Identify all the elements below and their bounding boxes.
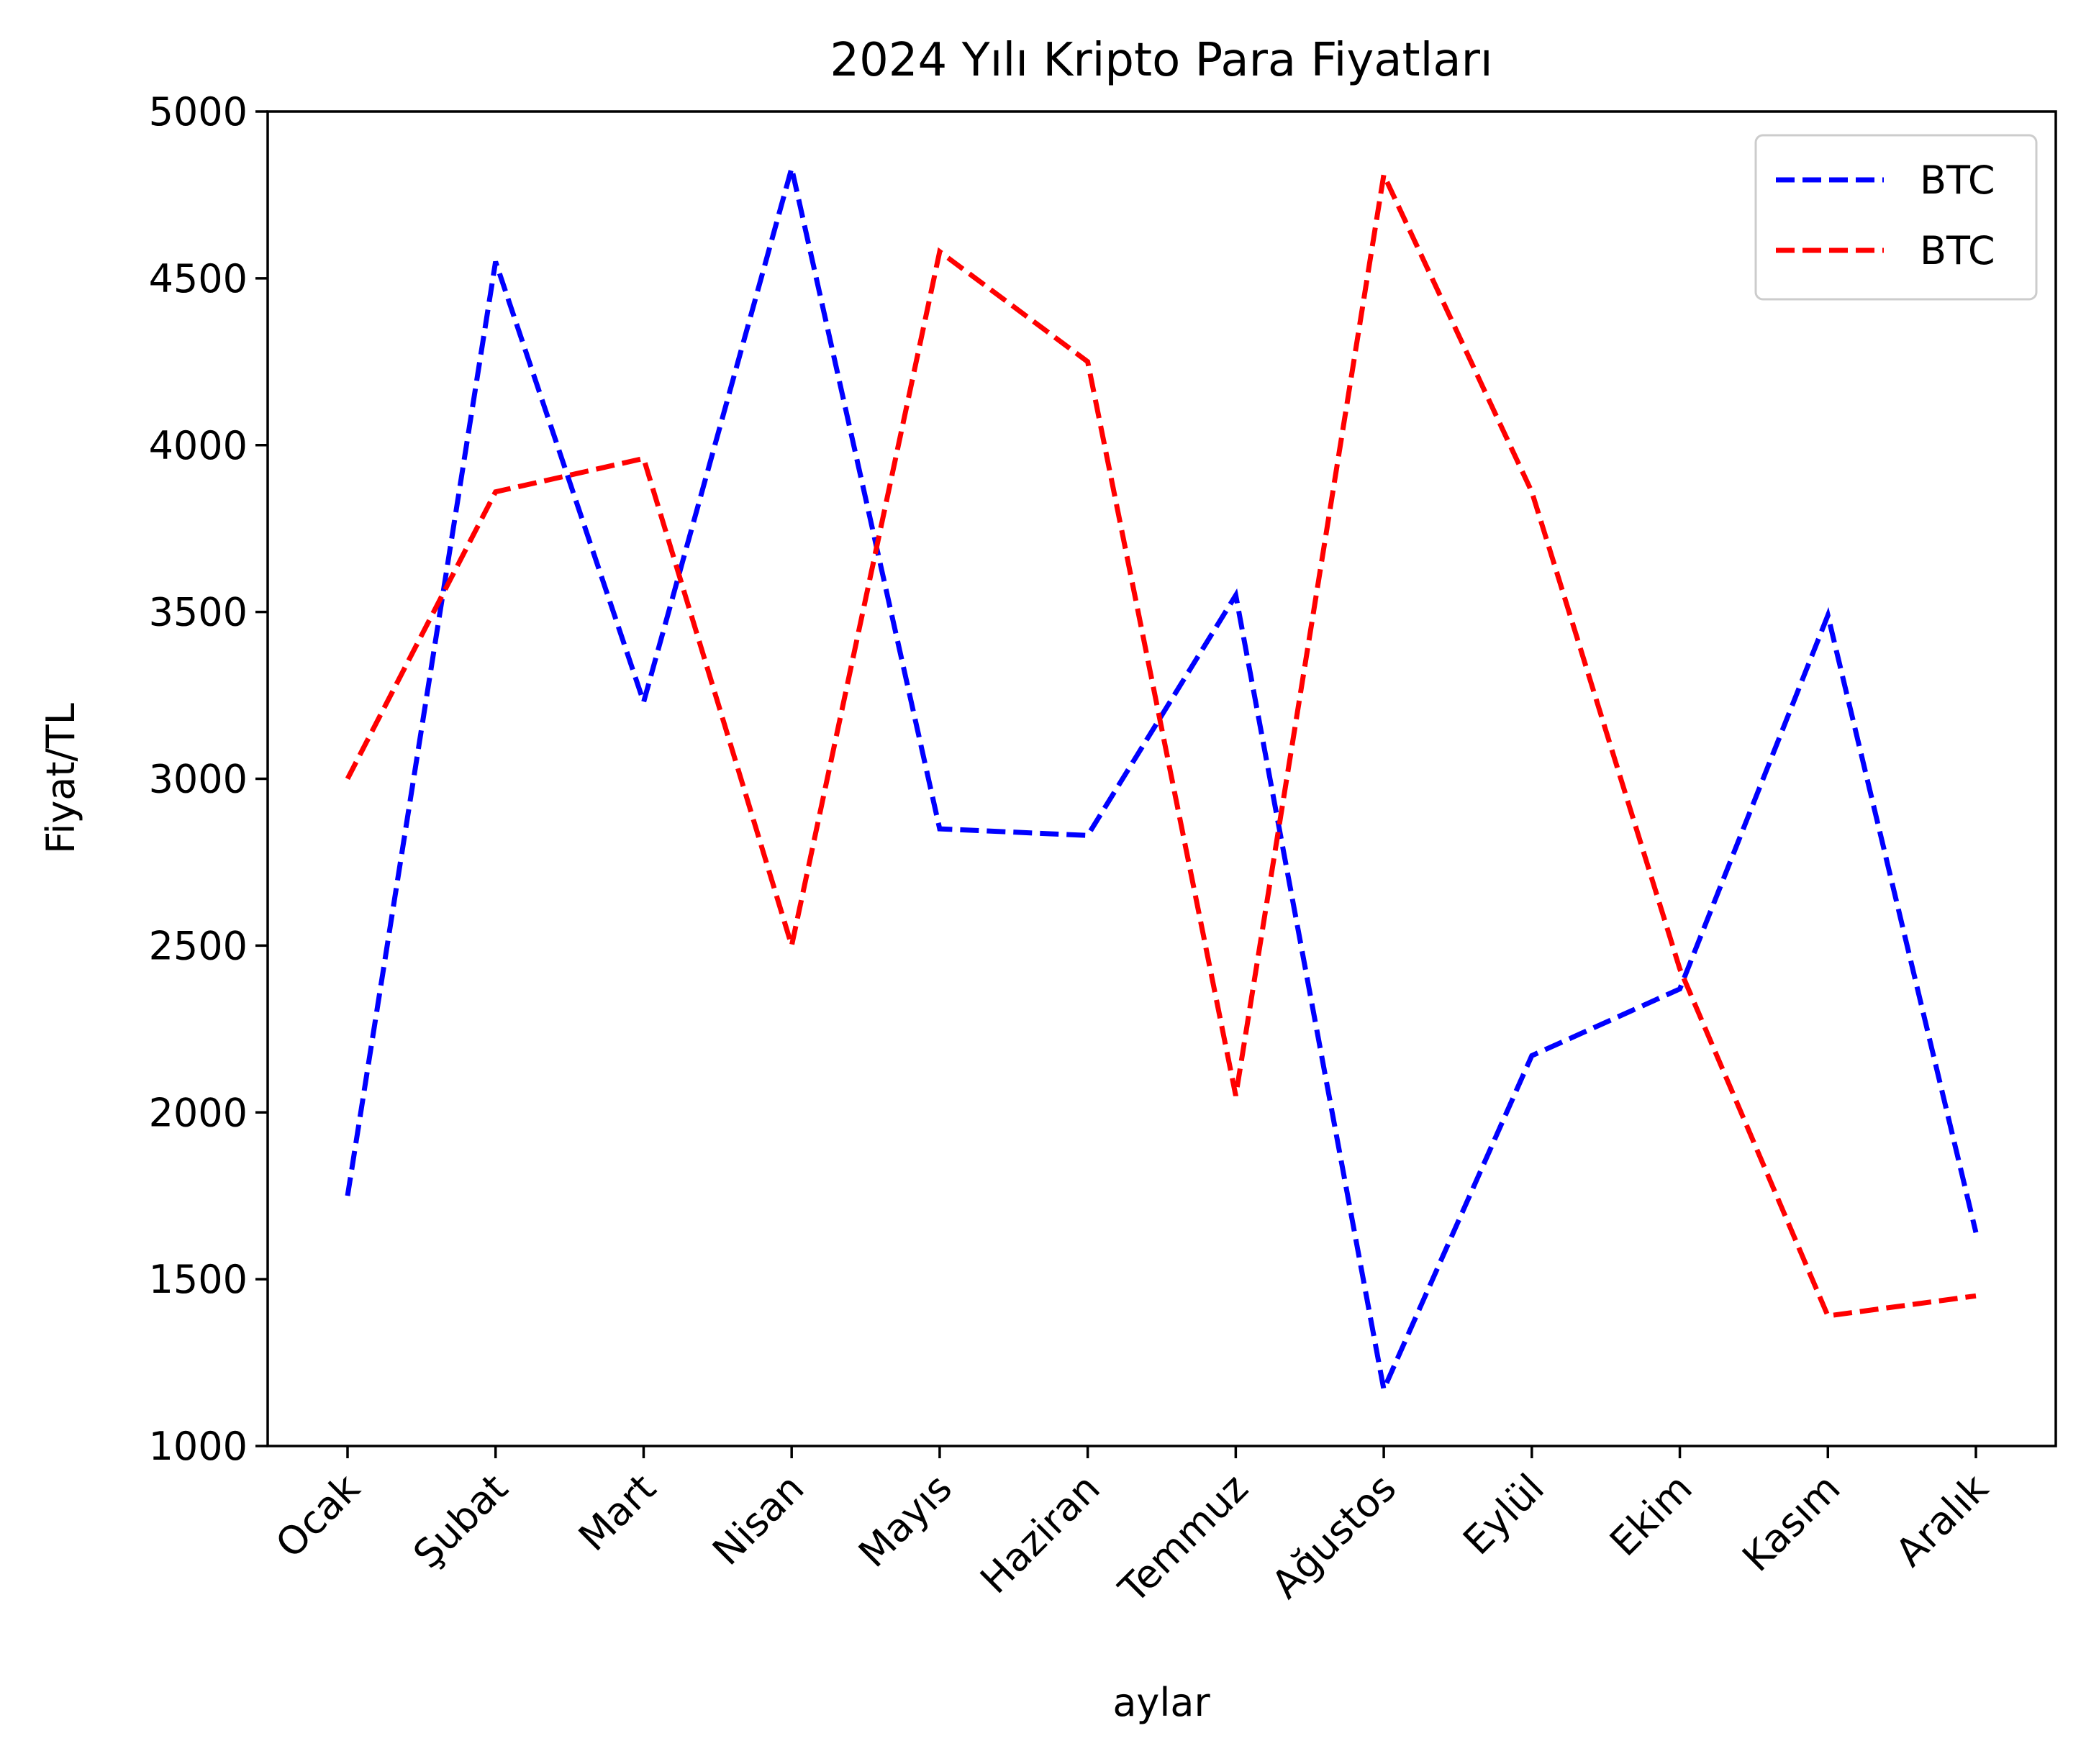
y-tick-label: 2500 — [149, 923, 248, 968]
legend-box — [1754, 134, 2038, 301]
y-tick-label: 3000 — [149, 757, 248, 802]
plot-marks — [345, 166, 1979, 1398]
y-tick-label: 1500 — [149, 1257, 248, 1302]
y-tick-label: 3500 — [149, 590, 248, 635]
series-line-1 — [345, 167, 1979, 1398]
y-axis-label: Fiyat/TL — [38, 703, 83, 854]
y-tick-label: 2000 — [149, 1090, 248, 1135]
y-tick-label: 4000 — [149, 423, 248, 468]
chart-title: 2024 Yılı Kripto Para Fiyatları — [830, 34, 1492, 87]
x-axis-label: aylar — [1112, 1680, 1210, 1725]
legend-label-2: BTC — [1920, 228, 1995, 273]
series-line-2 — [345, 166, 1977, 1319]
legend: BTC BTC — [1754, 134, 2038, 301]
y-tick-label: 1000 — [149, 1424, 248, 1469]
y-tick-label: 5000 — [149, 89, 248, 135]
y-axis-ticks: 1000 1500 2000 2500 3000 3500 4000 4500 5000 — [149, 89, 268, 1469]
y-tick-label: 4500 — [149, 256, 248, 301]
legend-label-1: BTC — [1920, 158, 1995, 203]
